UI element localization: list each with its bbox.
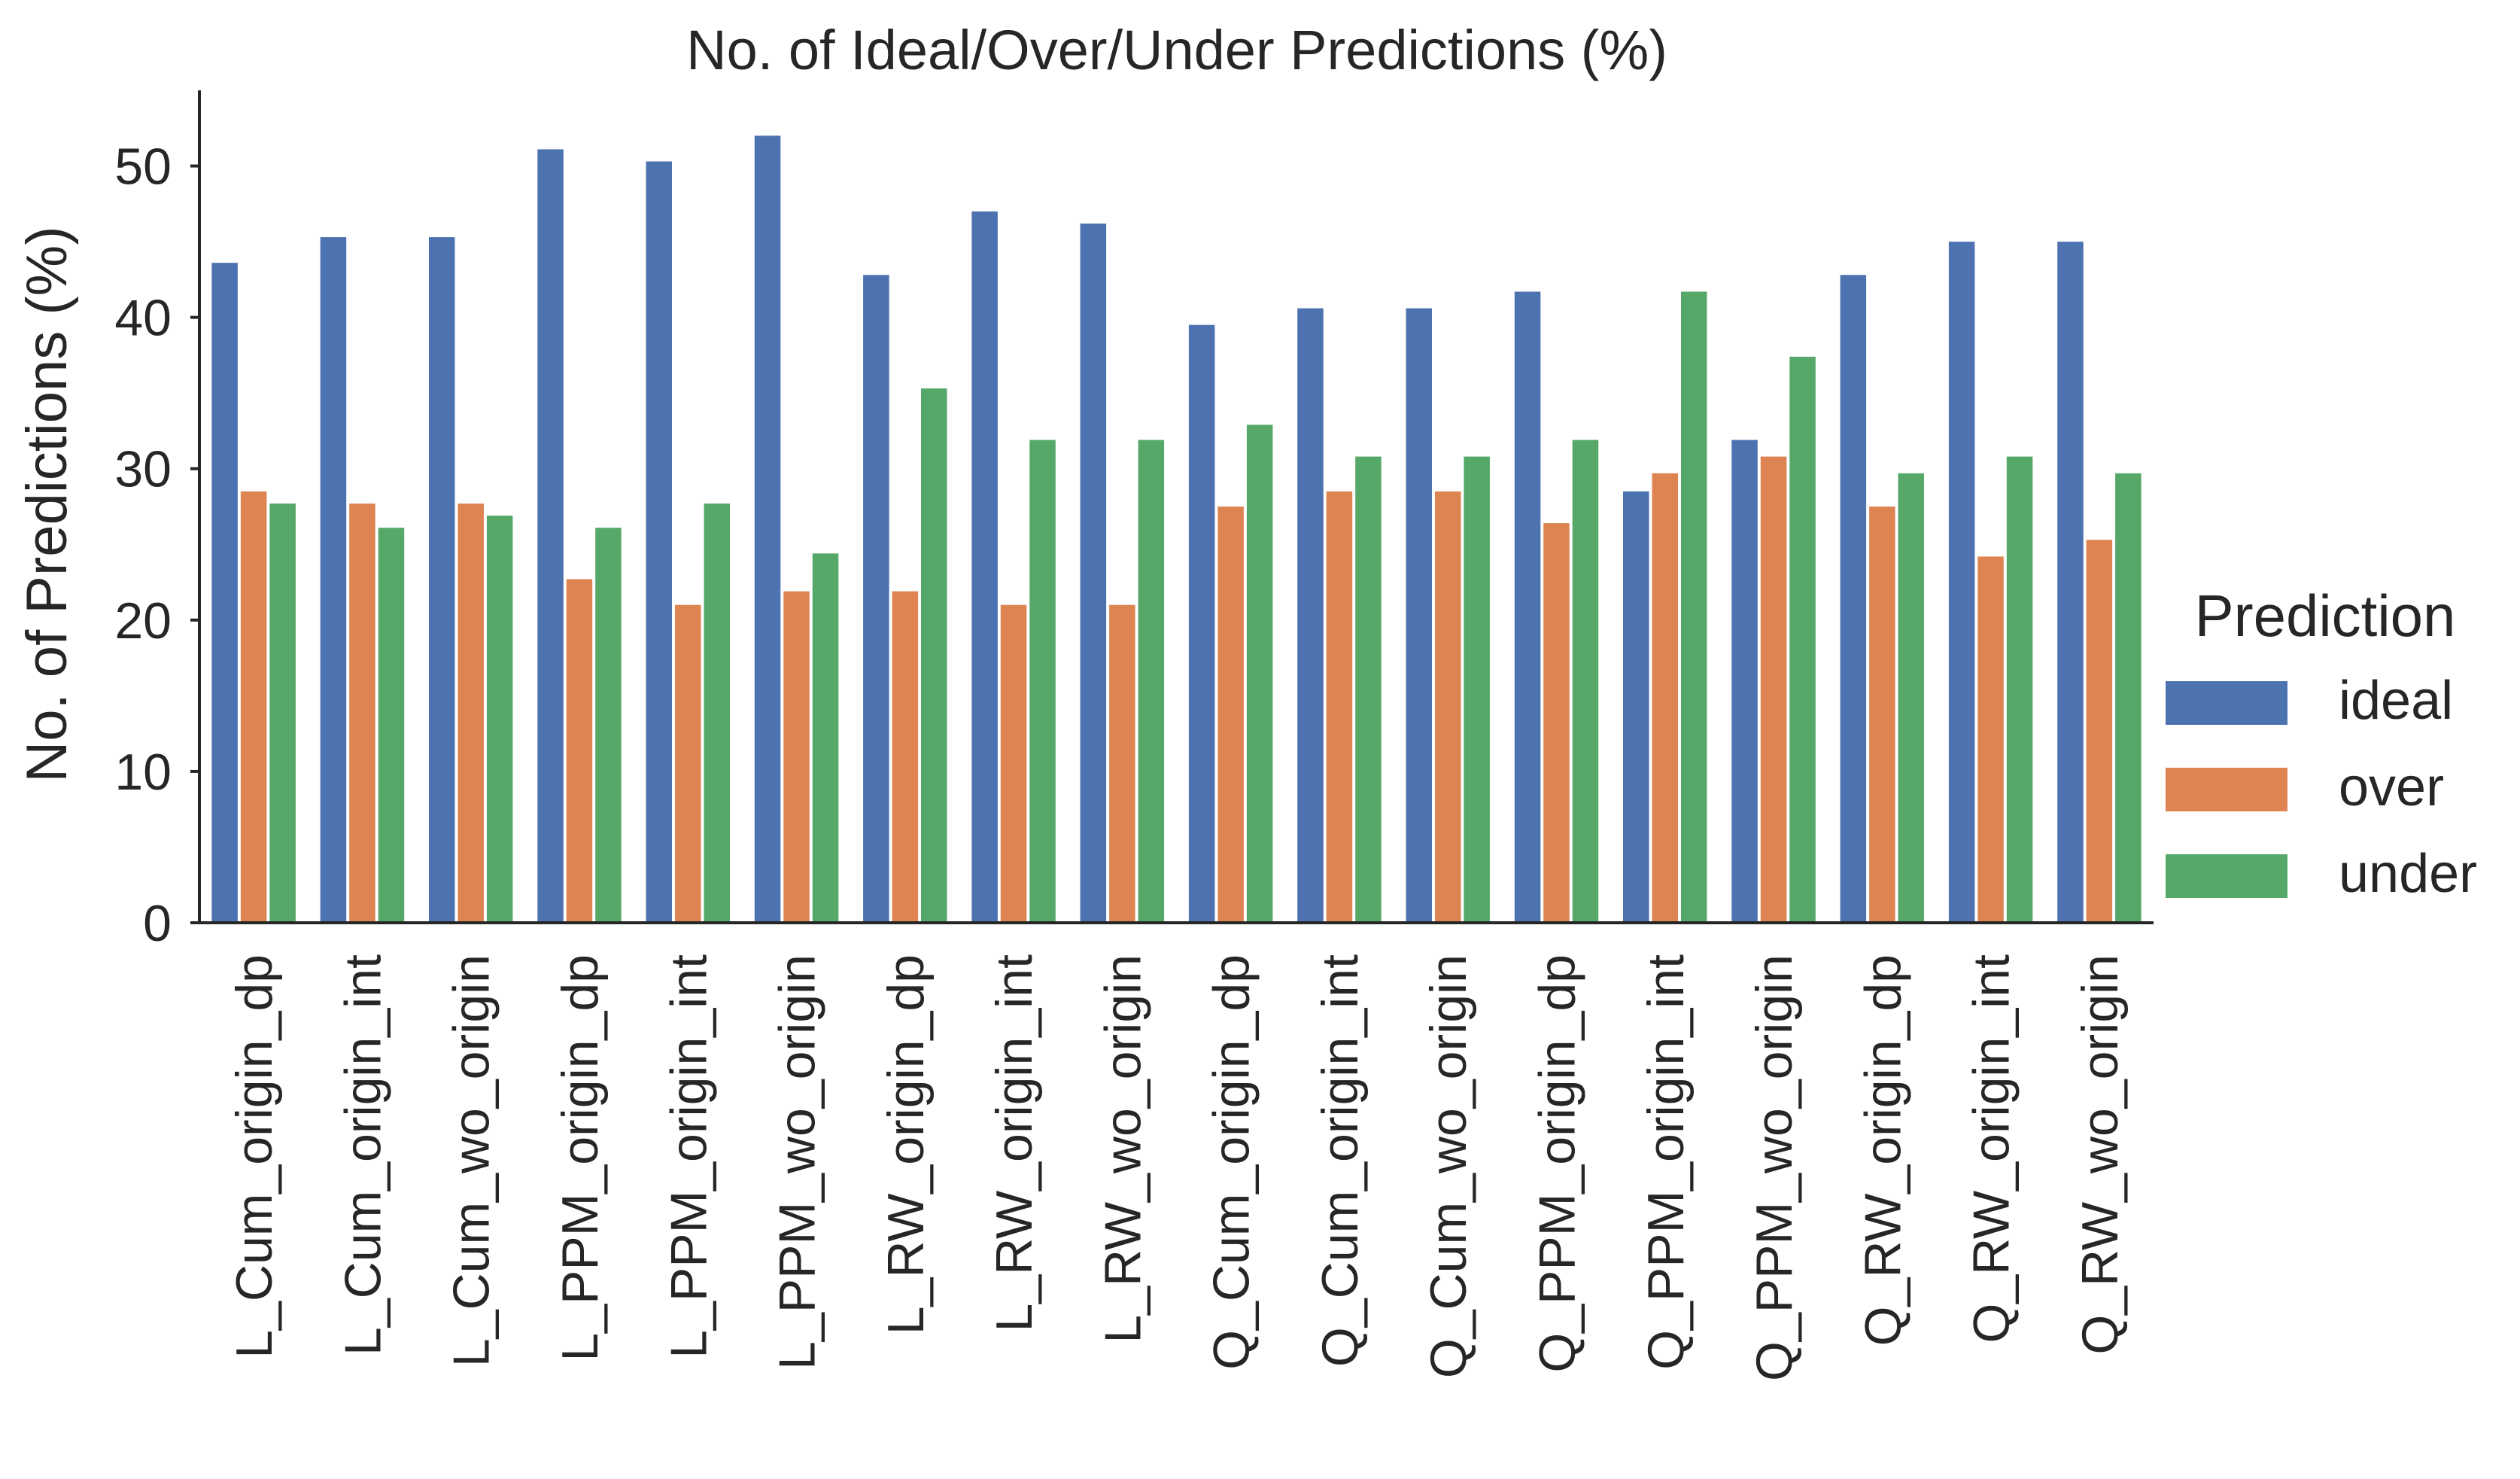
bar-over bbox=[1435, 491, 1461, 923]
y-tick-label: 50 bbox=[114, 138, 172, 196]
bar-over bbox=[566, 579, 593, 923]
bar-over bbox=[1760, 456, 1787, 923]
x-tick-label: Q_Cum_origin_int bbox=[1312, 954, 1369, 1367]
bar-ideal bbox=[1406, 308, 1432, 924]
bar-under bbox=[378, 528, 405, 923]
bar-ideal bbox=[754, 135, 781, 923]
bar-ideal bbox=[1948, 242, 1975, 924]
x-tick-label: L_Cum_wo_origin bbox=[443, 954, 500, 1367]
bar-under bbox=[1898, 473, 1924, 923]
y-tick-label: 40 bbox=[114, 290, 172, 347]
bar-over bbox=[783, 591, 810, 923]
bar-ideal bbox=[1514, 291, 1541, 923]
legend-swatch-ideal bbox=[2166, 681, 2287, 725]
bar-over bbox=[2086, 540, 2113, 923]
x-tick-label: Q_Cum_wo_origin bbox=[1420, 954, 1477, 1378]
y-axis-label: No. of Predictions (%) bbox=[15, 226, 79, 782]
bar-ideal bbox=[1731, 440, 1758, 923]
bar-over bbox=[1869, 507, 1895, 923]
x-tick-label: Q_PPM_origin_int bbox=[1637, 954, 1695, 1370]
bar-ideal bbox=[971, 211, 998, 923]
bar-over bbox=[675, 604, 701, 923]
x-tick-label: Q_PPM_origin_dp bbox=[1529, 954, 1586, 1373]
plot-area bbox=[211, 135, 2142, 924]
bar-under bbox=[595, 528, 622, 923]
x-tick-label: L_RW_origin_int bbox=[986, 954, 1043, 1332]
bar-over bbox=[1109, 604, 1135, 923]
x-tick-label: L_RW_wo_origin bbox=[1094, 954, 1151, 1344]
y-tick-label: 20 bbox=[114, 592, 172, 650]
x-tick-label: Q_Cum_origin_dp bbox=[1203, 954, 1260, 1370]
bar-over bbox=[1000, 604, 1027, 923]
bar-under bbox=[486, 516, 513, 923]
x-tick-label: Q_RW_wo_origin bbox=[2072, 954, 2129, 1355]
x-tick-label: Q_RW_origin_dp bbox=[1854, 954, 1911, 1346]
legend-swatch-over bbox=[2166, 768, 2287, 811]
bar-over bbox=[892, 591, 919, 923]
x-tick-label: L_PPM_wo_origin bbox=[769, 954, 826, 1370]
bar-ideal bbox=[863, 275, 889, 923]
y-tick-label: 10 bbox=[114, 744, 172, 801]
bar-under bbox=[1029, 440, 1056, 923]
x-tick-label: Q_RW_origin_int bbox=[1963, 954, 2020, 1344]
bar-ideal bbox=[1188, 324, 1215, 923]
legend-label-over: over bbox=[2339, 757, 2444, 817]
chart-title: No. of Ideal/Over/Under Predictions (%) bbox=[686, 19, 1667, 81]
bar-ideal bbox=[1080, 224, 1107, 923]
bar-over bbox=[1977, 556, 2004, 923]
bar-under bbox=[1464, 456, 1490, 923]
bar-under bbox=[1681, 291, 1707, 923]
bar-over bbox=[1326, 491, 1353, 923]
bar-under bbox=[704, 504, 730, 923]
y-axis-ticks: 0 10 20 30 40 50 bbox=[114, 138, 199, 952]
bar-ideal bbox=[1623, 491, 1649, 923]
bar-under bbox=[269, 504, 296, 923]
legend-swatch-under bbox=[2166, 854, 2287, 898]
x-axis-ticks: L_Cum_origin_dp L_Cum_origin_int L_Cum_wo_… bbox=[226, 954, 2129, 1381]
legend-label-ideal: ideal bbox=[2339, 671, 2453, 731]
bar-over bbox=[1543, 523, 1570, 923]
x-tick-label: L_RW_origin_dp bbox=[877, 954, 935, 1334]
bar-ideal bbox=[2057, 242, 2084, 924]
bar-over bbox=[457, 504, 484, 923]
bar-under bbox=[2115, 473, 2142, 923]
bar-ideal bbox=[1840, 275, 1867, 923]
y-tick-label: 30 bbox=[114, 441, 172, 498]
bar-ideal bbox=[646, 161, 672, 923]
x-tick-label: L_Cum_origin_dp bbox=[226, 954, 283, 1359]
bar-under bbox=[1572, 440, 1599, 923]
bar-under bbox=[1789, 356, 1816, 923]
legend-title: Prediction bbox=[2195, 583, 2456, 649]
x-tick-label: L_PPM_origin_int bbox=[660, 954, 717, 1359]
bar-under bbox=[812, 553, 839, 923]
bar-ideal bbox=[211, 263, 238, 923]
bar-under bbox=[921, 388, 947, 923]
bar-ideal bbox=[429, 237, 455, 924]
x-tick-label: Q_PPM_wo_origin bbox=[1746, 954, 1803, 1381]
bar-over bbox=[1652, 473, 1678, 923]
y-tick-label: 0 bbox=[143, 895, 172, 952]
bar-over bbox=[349, 504, 375, 923]
bar-under bbox=[1355, 456, 1382, 923]
legend-label-under: under bbox=[2339, 844, 2477, 904]
x-tick-label: L_Cum_origin_int bbox=[334, 954, 391, 1356]
bar-ideal bbox=[537, 149, 564, 923]
bar-ideal bbox=[320, 237, 347, 924]
legend: Prediction ideal over under bbox=[2166, 583, 2477, 904]
x-tick-label: L_PPM_origin_dp bbox=[552, 954, 609, 1362]
bar-under bbox=[1246, 425, 1273, 923]
bar-under bbox=[1138, 440, 1165, 923]
bar-over bbox=[240, 491, 267, 923]
bar-under bbox=[2006, 456, 2033, 923]
bar-ideal bbox=[1297, 308, 1324, 924]
bar-over bbox=[1217, 507, 1244, 923]
